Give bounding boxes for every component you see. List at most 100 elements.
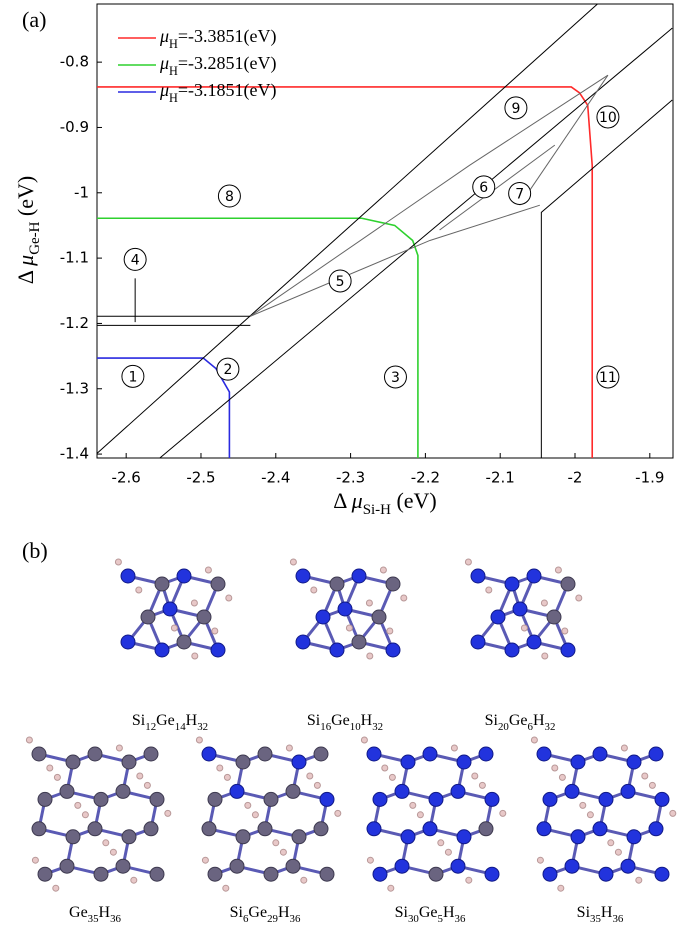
text-part: 32 [372,721,383,733]
y-tick-label: -1.1 [60,249,89,267]
hydrogen [314,782,320,788]
text-part: (eV) [13,176,38,222]
atom [330,643,344,657]
series-line [520,75,608,205]
structure [290,559,406,659]
hydrogen [361,737,367,743]
atom [543,867,557,881]
atom [121,569,135,583]
hydrogen [307,773,313,779]
text-part: 16 [320,721,331,733]
hydrogen [389,774,395,780]
text-part: Si [307,712,321,729]
region-label: 4 [131,252,140,268]
hydrogen [417,812,423,818]
atom [471,635,485,649]
atom [457,830,471,844]
atom [122,755,136,769]
atom [627,755,641,769]
atom [395,859,409,873]
hydrogen [53,885,59,891]
text-part: H [443,904,455,921]
atom [372,610,386,624]
hydrogen [196,737,202,743]
text-part: 32 [545,721,556,733]
atom [208,867,222,881]
atom [565,859,579,873]
atom [230,784,244,798]
hydrogen [115,559,121,565]
hydrogen [32,857,38,863]
hydrogen [542,653,548,659]
hydrogen [649,782,655,788]
text-part: H [169,64,178,78]
atom [485,792,499,806]
hydrogen [366,600,372,606]
hydrogen [301,877,307,883]
hydrogen [165,810,171,816]
region-label: 9 [511,101,520,117]
atom [485,867,499,881]
hydrogen [226,595,232,601]
atom [121,635,135,649]
text-part: 36 [612,913,623,925]
text-part: (eV) [391,488,437,513]
atom [177,569,191,583]
panel-label: (a) [22,7,46,32]
atom [527,569,541,583]
region-label: 7 [515,186,524,202]
hydrogen [479,782,485,788]
atom [561,643,575,657]
panel-label: (b) [22,538,48,563]
hydrogen [388,885,394,891]
text-part: 20 [498,721,509,733]
hydrogen [636,877,642,883]
y-tick-label: -1.4 [60,445,89,463]
x-tick-label: -2.5 [186,469,215,487]
atom [505,643,519,657]
text-part: μ [351,488,363,513]
hydrogen [103,840,109,846]
atom [537,822,551,836]
structure [465,559,581,659]
atom [314,747,328,761]
region-label: 2 [223,362,232,378]
x-tick-label: -2.6 [112,469,141,487]
atom [367,822,381,836]
formula-label: Si12Ge14H32 [132,712,208,733]
hydrogen [486,587,492,593]
hydrogen [621,745,627,751]
hydrogen [217,765,223,771]
atom [32,822,46,836]
text-part: H [186,712,198,729]
formula-label: Si30Ge5H36 [395,904,466,925]
x-tick-label: -1.9 [635,469,664,487]
text-part: 29 [267,913,278,925]
region-label: 3 [391,370,400,386]
hydrogen [472,773,478,779]
text-part: =-3.2851(eV) [178,53,277,74]
structure [531,737,675,891]
figure: (a)-2.6-2.5-2.4-2.3-2.2-2.1-2-1.9-0.8-0.… [0,0,690,929]
region-label: 10 [599,110,617,126]
hydrogen [387,628,393,634]
atom [655,867,669,881]
text-part: 32 [197,721,208,733]
atom [320,867,334,881]
atom [60,859,74,873]
hydrogen [346,625,352,631]
hydrogen [580,802,586,808]
atom [66,830,80,844]
text-part: 30 [408,913,419,925]
legend-label: μH=-3.3851(eV) [159,26,277,51]
atom [451,859,465,873]
hydrogen [537,857,543,863]
hydrogen [367,653,373,659]
atom [649,822,663,836]
hydrogen [136,587,142,593]
atom [292,755,306,769]
atom [547,610,561,624]
atom [367,747,381,761]
atom [314,822,328,836]
text-part: Ge [69,904,88,921]
